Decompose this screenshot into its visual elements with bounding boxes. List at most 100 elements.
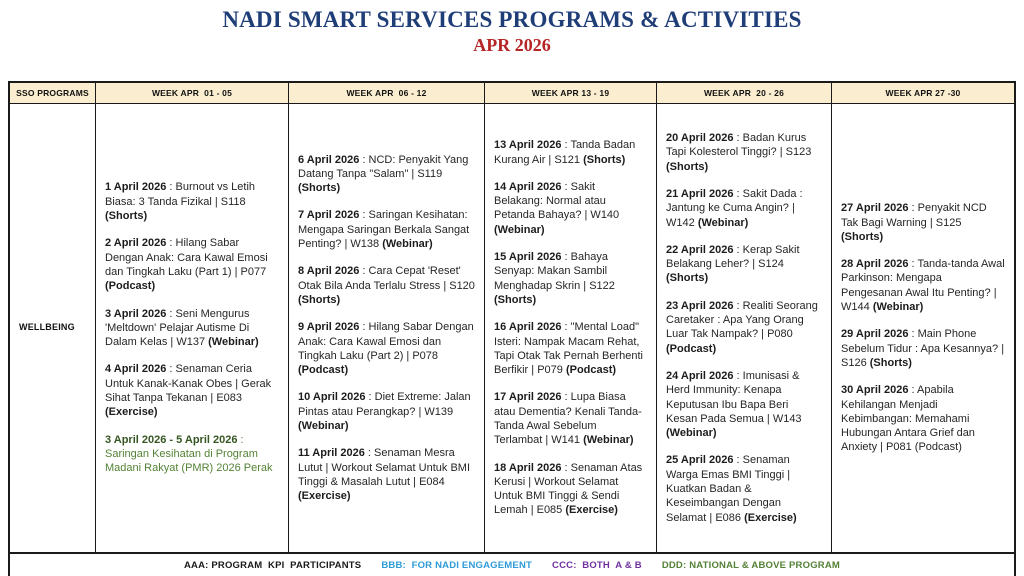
event-format-tag: (Exercise) (565, 504, 618, 517)
event-date: 25 April 2026 (666, 454, 734, 467)
legend-footer: AAA: PROGRAM KPI PARTICIPANTS BBB: FOR NA… (10, 552, 1014, 576)
event-item: 29 April 2026 : Main Phone Sebelum Tidur… (841, 328, 1005, 369)
event-format-tag: (Podcast) (298, 364, 349, 377)
event-date: 30 April 2026 (841, 384, 909, 397)
event-item: 15 April 2026 : Bahaya Senyap: Makan Sam… (494, 251, 615, 306)
event-format-tag: (Shorts) (298, 182, 341, 195)
event-format-tag: (Podcast) (666, 342, 717, 355)
event-date: 7 April 2026 (298, 209, 360, 222)
week-header-4: WEEK APR 20 - 26 (657, 83, 832, 103)
event-date: 8 April 2026 (298, 265, 360, 278)
event-date: 28 April 2026 (841, 258, 909, 271)
event-item: 22 April 2026 : Kerap Sakit Belakang Leh… (666, 243, 800, 285)
event-item: 3 April 2026 : Seni Mengurus 'Meltdown' … (105, 307, 259, 349)
table-content-row: WELLBEING 1 April 2026 : Burnout vs Leti… (10, 104, 1014, 552)
week-header-2: WEEK APR 06 - 12 (289, 83, 485, 103)
legend-ccc: CCC: BOTH A & B (552, 560, 642, 571)
event-date: 20 April 2026 (666, 132, 734, 145)
week-header-3: WEEK APR 13 - 19 (485, 83, 657, 103)
event-format-tag: (Webinar) (872, 301, 924, 314)
event-format-tag: (Shorts) (869, 356, 912, 369)
corner-header: SSO PROGRAMS (10, 83, 96, 103)
week-cell-5: 27 April 2026 : Penyakit NCD Tak Bagi Wa… (832, 104, 1014, 552)
event-date: 29 April 2026 (841, 328, 909, 341)
event-date: 24 April 2026 (666, 369, 734, 382)
event-format-tag: (Webinar) (494, 223, 545, 236)
event-item: 4 April 2026 : Senaman Ceria Untuk Kanak… (105, 363, 272, 419)
event-format-tag: (Webinar) (382, 238, 433, 251)
event-format-tag: (Shorts) (298, 293, 341, 306)
event-item: 9 April 2026 : Hilang Sabar Dengan Anak:… (298, 321, 474, 377)
legend-bbb: BBB: FOR NADI ENGAGEMENT (381, 560, 533, 571)
schedule-table: SSO PROGRAMS WEEK APR 01 - 05 WEEK APR 06… (8, 81, 1016, 576)
week-header-1: WEEK APR 01 - 05 (96, 83, 289, 103)
event-item: 13 April 2026 : Tanda Badan Kurang Air |… (494, 139, 636, 166)
event-item: 3 April 2026 - 5 April 2026 : Saringan K… (105, 433, 273, 475)
event-item: 11 April 2026 : Senaman Mesra Lutut | Wo… (298, 447, 471, 503)
event-date: 22 April 2026 (666, 243, 734, 256)
legend-aaa: AAA: PROGRAM KPI PARTICIPANTS (183, 560, 362, 571)
week-cell-3: 13 April 2026 : Tanda Badan Kurang Air |… (485, 104, 657, 552)
event-format-tag: (Exercise) (298, 490, 351, 503)
event-date: 21 April 2026 (666, 187, 734, 200)
event-date: 18 April 2026 (494, 461, 562, 474)
event-item: 30 April 2026 : Apabila Kehilangan Menja… (841, 384, 975, 454)
event-format-tag: (Shorts) (494, 293, 537, 306)
event-format-tag: (Shorts) (583, 153, 626, 166)
event-item: 7 April 2026 : Saringan Kesihatan: Menga… (298, 209, 470, 251)
event-item: 2 April 2026 : Hilang Sabar Dengan Anak:… (105, 237, 268, 293)
week-cell-1: 1 April 2026 : Burnout vs Letih Biasa: 3… (96, 104, 289, 552)
event-format-tag: (Exercise) (744, 511, 797, 524)
event-item: 8 April 2026 : Cara Cepat 'Reset' Otak B… (298, 265, 475, 306)
event-format-tag: (Webinar) (666, 427, 717, 440)
event-item: 28 April 2026 : Tanda-tanda Awal Parkins… (841, 258, 1005, 314)
week-cell-2: 6 April 2026 : NCD: Penyakit Yang Datang… (289, 104, 485, 552)
event-date: 13 April 2026 (494, 139, 562, 152)
page-subtitle: APR 2026 (473, 35, 551, 55)
event-date: 27 April 2026 (841, 202, 909, 215)
event-format-tag: (Webinar) (298, 419, 349, 432)
page-title: NADI SMART SERVICES PROGRAMS & ACTIVITIE… (222, 7, 802, 32)
event-format-tag: (Webinar) (697, 216, 749, 229)
event-date: 23 April 2026 (666, 299, 734, 312)
event-date: 6 April 2026 (298, 153, 360, 166)
event-format-tag: (Podcast) (105, 280, 156, 293)
week-header-5: WEEK APR 27 -30 (885, 88, 961, 98)
event-format-tag: (Webinar) (583, 434, 634, 447)
row-label-wellbeing: WELLBEING (10, 104, 96, 552)
event-format-tag: (Webinar) (208, 336, 259, 349)
event-item: 21 April 2026 : Sakit Dada : Jantung ke … (666, 187, 803, 229)
event-format-tag: (Shorts) (666, 272, 709, 285)
event-date: 3 April 2026 (105, 307, 167, 320)
table-header-row: SSO PROGRAMS WEEK APR 01 - 05 WEEK APR 06… (10, 83, 1014, 104)
event-date: 16 April 2026 (494, 321, 562, 334)
event-date: 14 April 2026 (494, 180, 562, 193)
event-item: 17 April 2026 : Lupa Biasa atau Dementia… (494, 391, 642, 447)
legend-ddd: DDD: NATIONAL & ABOVE PROGRAM (661, 560, 841, 571)
event-date: 1 April 2026 (105, 181, 167, 194)
event-date: 15 April 2026 (494, 251, 562, 264)
event-item: 24 April 2026 : Imunisasi & Herd Immunit… (666, 369, 802, 440)
event-item: 16 April 2026 : "Mental Load" Isteri: Na… (494, 321, 643, 377)
event-format-tag: (Shorts) (105, 210, 148, 223)
event-item: 20 April 2026 : Badan Kurus Tapi Koleste… (666, 132, 812, 173)
event-item: 14 April 2026 : Sakit Belakang: Normal a… (494, 180, 620, 236)
event-format-tag: (Shorts) (841, 230, 884, 243)
event-item: 18 April 2026 : Senaman Atas Kerusi | Wo… (494, 461, 643, 517)
event-date: 3 April 2026 - 5 April 2026 (105, 433, 238, 446)
event-item: 27 April 2026 : Penyakit NCD Tak Bagi Wa… (841, 202, 987, 243)
week-cell-4: 20 April 2026 : Badan Kurus Tapi Koleste… (657, 104, 832, 552)
event-format-tag: (Podcast) (565, 364, 617, 377)
event-date: 17 April 2026 (494, 391, 562, 404)
event-date: 4 April 2026 (105, 363, 167, 376)
event-date: 9 April 2026 (298, 321, 360, 334)
event-item: 25 April 2026 : Senaman Warga Emas BMI T… (666, 454, 797, 524)
event-date: 11 April 2026 (298, 447, 365, 460)
event-date: 10 April 2026 (298, 391, 366, 404)
event-format-tag: (Shorts) (666, 160, 709, 173)
event-item: 10 April 2026 : Diet Extreme: Jalan Pint… (298, 391, 471, 432)
event-item: 6 April 2026 : NCD: Penyakit Yang Datang… (298, 153, 469, 195)
event-item: 1 April 2026 : Burnout vs Letih Biasa: 3… (105, 181, 256, 223)
event-item: 23 April 2026 : Realiti Seorang Caretake… (666, 299, 818, 355)
event-date: 2 April 2026 (105, 237, 167, 250)
